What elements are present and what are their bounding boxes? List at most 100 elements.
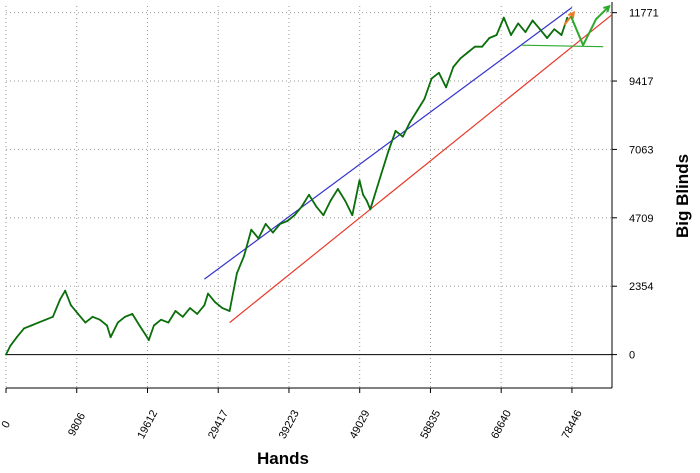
- data-point: [308, 193, 310, 196]
- data-point: [322, 214, 325, 217]
- annotation-arrow: [569, 5, 610, 47]
- x-tick-label: 68640: [489, 408, 514, 441]
- data-point: [459, 57, 462, 60]
- data-point: [196, 313, 199, 315]
- x-tick-label: 39223: [277, 408, 302, 441]
- data-point: [181, 315, 184, 318]
- data-point: [351, 214, 354, 217]
- data-point: [23, 327, 25, 330]
- data-point: [160, 318, 163, 321]
- y-tick-label: 4709: [629, 213, 653, 225]
- y-tick-label: 2354: [629, 281, 653, 293]
- data-point: [524, 31, 527, 34]
- data-point: [257, 237, 260, 240]
- arrow-head: [567, 11, 576, 19]
- winnings-line: [5, 16, 569, 355]
- trend-line: [229, 14, 613, 324]
- data-point: [546, 37, 548, 39]
- data-point: [167, 321, 170, 324]
- data-point: [279, 222, 282, 225]
- data-point: [124, 315, 126, 318]
- data-point: [344, 199, 346, 202]
- x-tick-label: 0: [0, 419, 13, 430]
- data-point: [91, 315, 94, 318]
- data-point: [474, 45, 476, 48]
- y-tick-labels: 0 2354 4709 7063 9417 11771: [629, 8, 659, 362]
- data-point: [207, 292, 209, 295]
- trend-line: [204, 7, 573, 280]
- data-point: [394, 130, 397, 132]
- data-point: [174, 310, 177, 312]
- annotations-layer: [563, 4, 611, 47]
- data-point: [387, 150, 390, 153]
- data-point: [9, 344, 12, 347]
- data-point: [369, 208, 372, 211]
- data-point: [235, 272, 238, 275]
- data-point: [98, 318, 101, 321]
- data-point: [354, 196, 357, 199]
- data-point: [466, 51, 469, 54]
- data-point: [138, 324, 141, 327]
- data-point: [423, 98, 426, 100]
- data-point: [362, 193, 365, 196]
- data-point: [30, 324, 33, 327]
- series-layer: [5, 16, 569, 356]
- data-point: [315, 205, 318, 208]
- data-point: [70, 304, 72, 307]
- data-point: [64, 289, 67, 292]
- data-point: [116, 321, 119, 324]
- x-axis-title: Hands: [257, 449, 309, 468]
- y-tick-label: 9417: [629, 76, 653, 88]
- data-point: [401, 135, 404, 138]
- data-point: [106, 324, 108, 327]
- data-point: [329, 199, 332, 202]
- data-point: [144, 333, 147, 336]
- data-point: [59, 298, 62, 301]
- data-point: [566, 16, 569, 19]
- data-point: [488, 37, 491, 39]
- y-tick-label: 11771: [629, 8, 659, 20]
- data-point: [44, 318, 47, 321]
- data-point: [416, 109, 419, 112]
- data-point: [336, 188, 339, 190]
- data-point: [221, 307, 224, 310]
- data-point: [189, 307, 191, 310]
- x-tick-label: 29417: [206, 408, 231, 441]
- data-point: [272, 231, 274, 234]
- data-point: [430, 77, 433, 80]
- grid: [5, 6, 612, 388]
- data-point: [203, 304, 206, 307]
- data-point: [502, 16, 505, 19]
- data-point: [293, 214, 296, 217]
- data-point: [152, 324, 155, 327]
- data-point: [131, 313, 134, 315]
- annotation-arrow: [563, 12, 575, 26]
- reference-lines: [204, 7, 613, 324]
- data-point: [380, 173, 383, 176]
- data-point: [373, 196, 375, 199]
- data-point: [517, 22, 520, 25]
- data-point: [147, 339, 150, 341]
- data-point: [445, 86, 447, 89]
- y-tick-label: 0: [629, 350, 635, 362]
- data-point: [264, 222, 267, 225]
- support-level-line: [521, 44, 604, 48]
- data-point: [250, 228, 253, 231]
- x-tick-label: 58835: [418, 408, 443, 441]
- data-point: [37, 321, 40, 324]
- data-point: [5, 353, 7, 356]
- x-tick-label: 49029: [348, 408, 373, 441]
- data-point: [510, 34, 512, 36]
- data-point: [109, 336, 112, 339]
- x-tick-label: 78446: [560, 408, 585, 441]
- data-point: [15, 336, 18, 339]
- data-point: [495, 34, 498, 36]
- x-tick-labels: 0 9806 19612 29417 39223 49029 58835 68640 78446: [0, 408, 585, 441]
- data-point: [243, 254, 245, 257]
- data-point: [51, 315, 54, 318]
- data-point: [531, 19, 534, 22]
- x-tick-label: 19612: [135, 408, 160, 441]
- data-point: [286, 220, 289, 222]
- axes: [5, 2, 617, 393]
